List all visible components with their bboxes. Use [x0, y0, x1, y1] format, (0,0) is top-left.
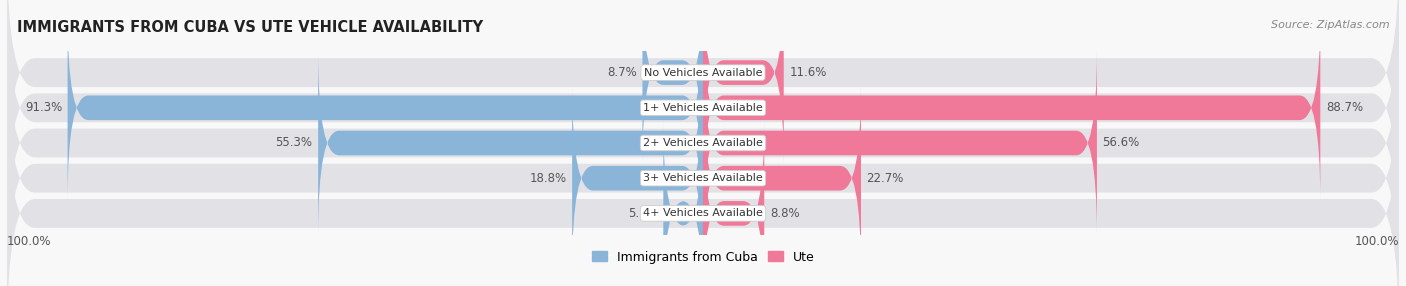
- Text: 11.6%: 11.6%: [789, 66, 827, 79]
- FancyBboxPatch shape: [703, 120, 765, 286]
- FancyBboxPatch shape: [67, 15, 703, 201]
- Text: 4+ Vehicles Available: 4+ Vehicles Available: [643, 208, 763, 219]
- Legend: Immigrants from Cuba, Ute: Immigrants from Cuba, Ute: [586, 246, 820, 269]
- Text: 3+ Vehicles Available: 3+ Vehicles Available: [643, 173, 763, 183]
- FancyBboxPatch shape: [318, 50, 703, 236]
- FancyBboxPatch shape: [703, 85, 860, 271]
- Text: 100.0%: 100.0%: [1354, 235, 1399, 248]
- FancyBboxPatch shape: [572, 85, 703, 271]
- FancyBboxPatch shape: [664, 120, 703, 286]
- Text: 56.6%: 56.6%: [1102, 136, 1140, 150]
- Text: 100.0%: 100.0%: [7, 235, 52, 248]
- Text: 2+ Vehicles Available: 2+ Vehicles Available: [643, 138, 763, 148]
- Text: 91.3%: 91.3%: [25, 101, 62, 114]
- FancyBboxPatch shape: [7, 17, 1399, 269]
- Text: 8.7%: 8.7%: [607, 66, 637, 79]
- FancyBboxPatch shape: [7, 87, 1399, 286]
- FancyBboxPatch shape: [703, 15, 1320, 201]
- Text: 88.7%: 88.7%: [1326, 101, 1362, 114]
- Text: IMMIGRANTS FROM CUBA VS UTE VEHICLE AVAILABILITY: IMMIGRANTS FROM CUBA VS UTE VEHICLE AVAI…: [17, 20, 484, 35]
- Text: 22.7%: 22.7%: [866, 172, 904, 185]
- FancyBboxPatch shape: [7, 52, 1399, 286]
- Text: No Vehicles Available: No Vehicles Available: [644, 67, 762, 78]
- FancyBboxPatch shape: [703, 50, 1097, 236]
- Text: 55.3%: 55.3%: [276, 136, 312, 150]
- Text: 18.8%: 18.8%: [530, 172, 567, 185]
- Text: 8.8%: 8.8%: [770, 207, 800, 220]
- Text: 1+ Vehicles Available: 1+ Vehicles Available: [643, 103, 763, 113]
- Text: Source: ZipAtlas.com: Source: ZipAtlas.com: [1271, 20, 1389, 30]
- FancyBboxPatch shape: [643, 0, 703, 166]
- Text: 5.7%: 5.7%: [628, 207, 658, 220]
- FancyBboxPatch shape: [703, 0, 783, 166]
- FancyBboxPatch shape: [7, 0, 1399, 234]
- FancyBboxPatch shape: [7, 0, 1399, 199]
